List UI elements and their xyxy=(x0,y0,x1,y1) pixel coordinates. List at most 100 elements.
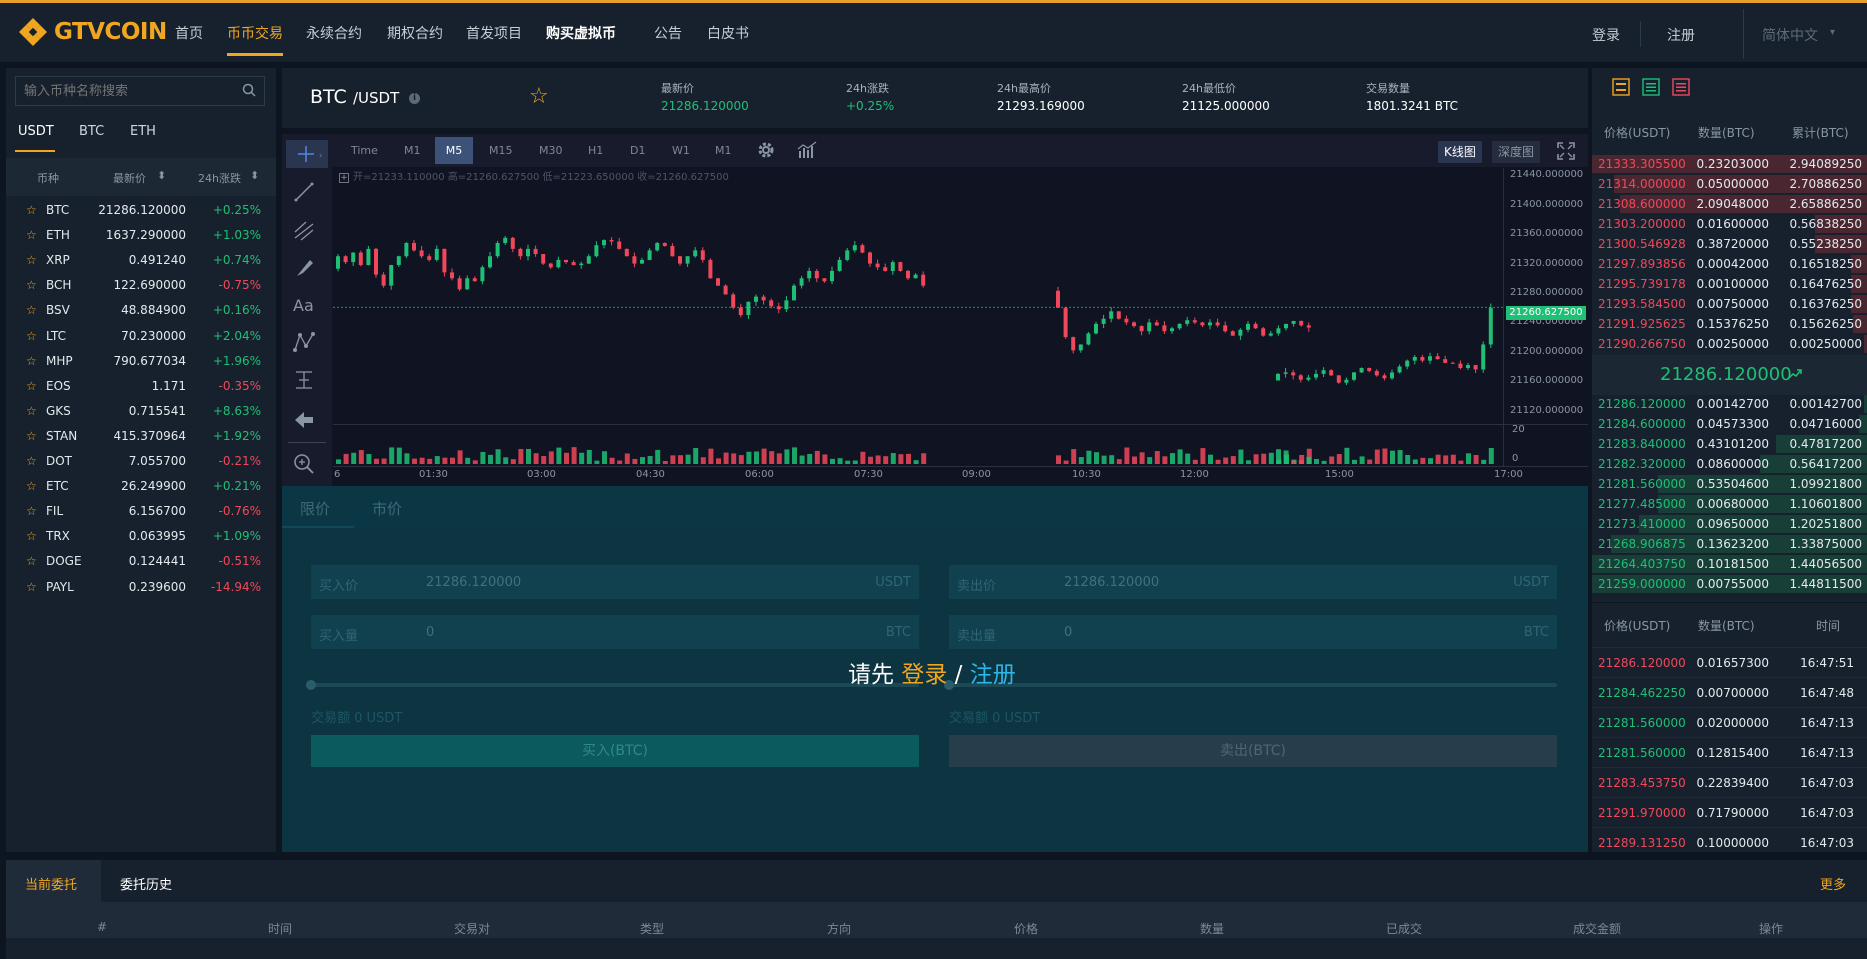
market-row[interactable]: ☆ BTC 21286.120000 +0.25% xyxy=(6,198,274,223)
tf-m15[interactable]: M15 xyxy=(489,144,513,157)
market-row[interactable]: ☆ GKS 0.715541 +8.63% xyxy=(6,399,274,424)
nav-announcements[interactable]: 公告 xyxy=(654,26,682,42)
sell-price-field[interactable]: 卖出价 21286.120000 USDT xyxy=(949,565,1557,599)
nav-buy-crypto[interactable]: 购买虚拟币 xyxy=(546,26,616,42)
tf-m30[interactable]: M30 xyxy=(539,144,563,157)
ask-row[interactable]: 21303.200000 0.01600000 0.56838250 xyxy=(1592,214,1867,234)
tab-order-history[interactable]: 委托历史 xyxy=(120,878,173,893)
favorite-star-icon[interactable]: ☆ xyxy=(26,504,37,519)
favorite-star-icon[interactable]: ☆ xyxy=(26,554,37,569)
favorite-star-icon[interactable]: ☆ xyxy=(26,303,37,318)
market-row[interactable]: ☆ LTC 70.230000 +2.04% xyxy=(6,324,274,349)
expand-icon[interactable]: + xyxy=(339,173,349,183)
buy-price-field[interactable]: 买入价 21286.120000 USDT xyxy=(311,565,919,599)
ask-row[interactable]: 21297.893856 0.00042000 0.16518250 xyxy=(1592,254,1867,274)
ask-row[interactable]: 21293.584500 0.00750000 0.16376250 xyxy=(1592,294,1867,314)
candlestick-chart[interactable] xyxy=(333,168,1503,466)
tab-limit[interactable]: 限价 xyxy=(300,500,331,518)
bid-row[interactable]: 21284.600000 0.04573300 0.04716000 xyxy=(1592,414,1867,434)
depth-toggle[interactable]: 深度图 xyxy=(1492,141,1541,163)
tab-current-orders[interactable]: 当前委托 xyxy=(25,878,78,893)
bid-row[interactable]: 21259.000000 0.00755000 1.44811500 xyxy=(1592,574,1867,594)
favorite-star-icon[interactable]: ☆ xyxy=(26,454,37,468)
ask-row[interactable]: 21295.739178 0.00100000 0.16476250 xyxy=(1592,274,1867,294)
ask-row[interactable]: 21308.600000 2.09048000 2.65886250 xyxy=(1592,194,1867,214)
orders-more-link[interactable]: 更多 xyxy=(1820,878,1847,893)
tab-market[interactable]: 市价 xyxy=(372,500,403,518)
register-link[interactable]: 注册 xyxy=(1667,28,1695,44)
bid-row[interactable]: 21286.120000 0.00142700 0.00142700 xyxy=(1592,394,1867,414)
favorite-star-icon[interactable]: ☆ xyxy=(26,378,37,393)
info-icon[interactable]: i xyxy=(409,93,420,104)
market-row[interactable]: ☆ ETC 26.249900 +0.21% xyxy=(6,474,274,499)
sell-button[interactable]: 卖出(BTC) xyxy=(949,735,1557,767)
nav-spot-trading[interactable]: 币币交易 xyxy=(227,26,283,42)
sell-slider[interactable] xyxy=(949,683,1557,687)
orderbook-view-asks[interactable] xyxy=(1672,78,1690,100)
favorite-star-icon[interactable]: ☆ xyxy=(26,203,37,217)
tf-h1[interactable]: H1 xyxy=(588,144,604,157)
market-row[interactable]: ☆ DOGE 0.124441 -0.51% xyxy=(6,549,274,574)
nav-home[interactable]: 首页 xyxy=(175,26,203,42)
bid-row[interactable]: 21268.906875 0.13623200 1.33875000 xyxy=(1592,534,1867,554)
login-prompt-register[interactable]: 注册 xyxy=(969,662,1016,688)
language-select[interactable]: 简体中文 xyxy=(1762,28,1818,44)
favorite-star-icon[interactable]: ☆ xyxy=(26,253,37,268)
trendline-tool[interactable] xyxy=(292,180,316,208)
ask-row[interactable]: 21290.266750 0.00250000 0.00250000 xyxy=(1592,334,1867,354)
coin-search-input[interactable] xyxy=(15,76,265,106)
tf-m1[interactable]: M1 xyxy=(404,144,421,157)
nav-whitepaper[interactable]: 白皮书 xyxy=(707,26,749,42)
crosshair-tool[interactable]: › xyxy=(286,140,328,168)
zoom-tool[interactable] xyxy=(292,452,316,480)
market-row[interactable]: ☆ TRX 0.063995 +1.09% xyxy=(6,524,274,549)
tf-mn1[interactable]: M1 xyxy=(715,144,732,157)
orderbook-view-bids[interactable] xyxy=(1642,78,1660,100)
measure-tool[interactable] xyxy=(292,368,316,396)
search-icon[interactable] xyxy=(242,83,256,101)
market-row[interactable]: ☆ DOT 7.055700 -0.21% xyxy=(6,449,274,474)
bid-row[interactable]: 21264.403750 0.10181500 1.44056500 xyxy=(1592,554,1867,574)
favorite-star-icon[interactable]: ☆ xyxy=(26,328,37,343)
buy-slider[interactable] xyxy=(311,683,919,687)
tf-w1[interactable]: W1 xyxy=(672,144,690,157)
buy-slider-handle[interactable] xyxy=(306,680,316,690)
bid-row[interactable]: 21283.840000 0.43101200 0.47817200 xyxy=(1592,434,1867,454)
favorite-star-icon[interactable]: ☆ xyxy=(26,479,37,494)
favorite-star-icon[interactable]: ☆ xyxy=(529,84,549,109)
fib-tool[interactable] xyxy=(292,218,316,246)
tf-d1[interactable]: D1 xyxy=(630,144,646,157)
market-row[interactable]: ☆ EOS 1.171 -0.35% xyxy=(6,374,274,399)
tf-m5[interactable]: M5 xyxy=(435,137,473,164)
market-row[interactable]: ☆ BSV 48.884900 +0.16% xyxy=(6,298,274,323)
sort-icon[interactable]: ⬍ xyxy=(157,169,167,182)
favorite-star-icon[interactable]: ☆ xyxy=(26,579,37,594)
text-tool-icon[interactable]: Aa xyxy=(293,296,314,315)
brush-tool[interactable] xyxy=(292,256,316,284)
chevron-down-icon[interactable]: ▾ xyxy=(1830,27,1836,38)
market-tab-usdt[interactable]: USDT xyxy=(18,124,54,139)
bid-row[interactable]: 21281.560000 0.53504600 1.09921800 xyxy=(1592,474,1867,494)
nav-perpetual[interactable]: 永续合约 xyxy=(306,26,362,42)
market-row[interactable]: ☆ XRP 0.491240 +0.74% xyxy=(6,248,274,273)
market-row[interactable]: ☆ STAN 415.370964 +1.92% xyxy=(6,424,274,449)
tf-time[interactable]: Time xyxy=(351,144,378,157)
market-row[interactable]: ☆ ETH 1637.290000 +1.03% xyxy=(6,223,274,248)
pattern-tool[interactable] xyxy=(292,330,316,358)
favorite-star-icon[interactable]: ☆ xyxy=(26,228,37,243)
ask-row[interactable]: 21291.925625 0.15376250 0.15626250 xyxy=(1592,314,1867,334)
kline-toggle[interactable]: K线图 xyxy=(1438,141,1482,163)
market-tab-btc[interactable]: BTC xyxy=(79,124,105,139)
ask-row[interactable]: 21300.546928 0.38720000 0.55238250 xyxy=(1592,234,1867,254)
nav-ieo[interactable]: 首发项目 xyxy=(466,26,522,42)
orderbook-view-all[interactable] xyxy=(1612,78,1630,100)
bid-row[interactable]: 21273.410000 0.09650000 1.20251800 xyxy=(1592,514,1867,534)
login-prompt-login[interactable]: 登录 xyxy=(901,662,948,688)
ask-row[interactable]: 21333.305500 0.23203000 2.94089250 xyxy=(1592,154,1867,174)
fullscreen-button[interactable] xyxy=(1556,141,1576,165)
market-row[interactable]: ☆ FIL 6.156700 -0.76% xyxy=(6,499,274,524)
indicators[interactable] xyxy=(797,141,819,163)
nav-options[interactable]: 期权合约 xyxy=(387,26,443,42)
bid-row[interactable]: 21277.485000 0.00680000 1.10601800 xyxy=(1592,494,1867,514)
chart-settings[interactable] xyxy=(756,140,776,164)
